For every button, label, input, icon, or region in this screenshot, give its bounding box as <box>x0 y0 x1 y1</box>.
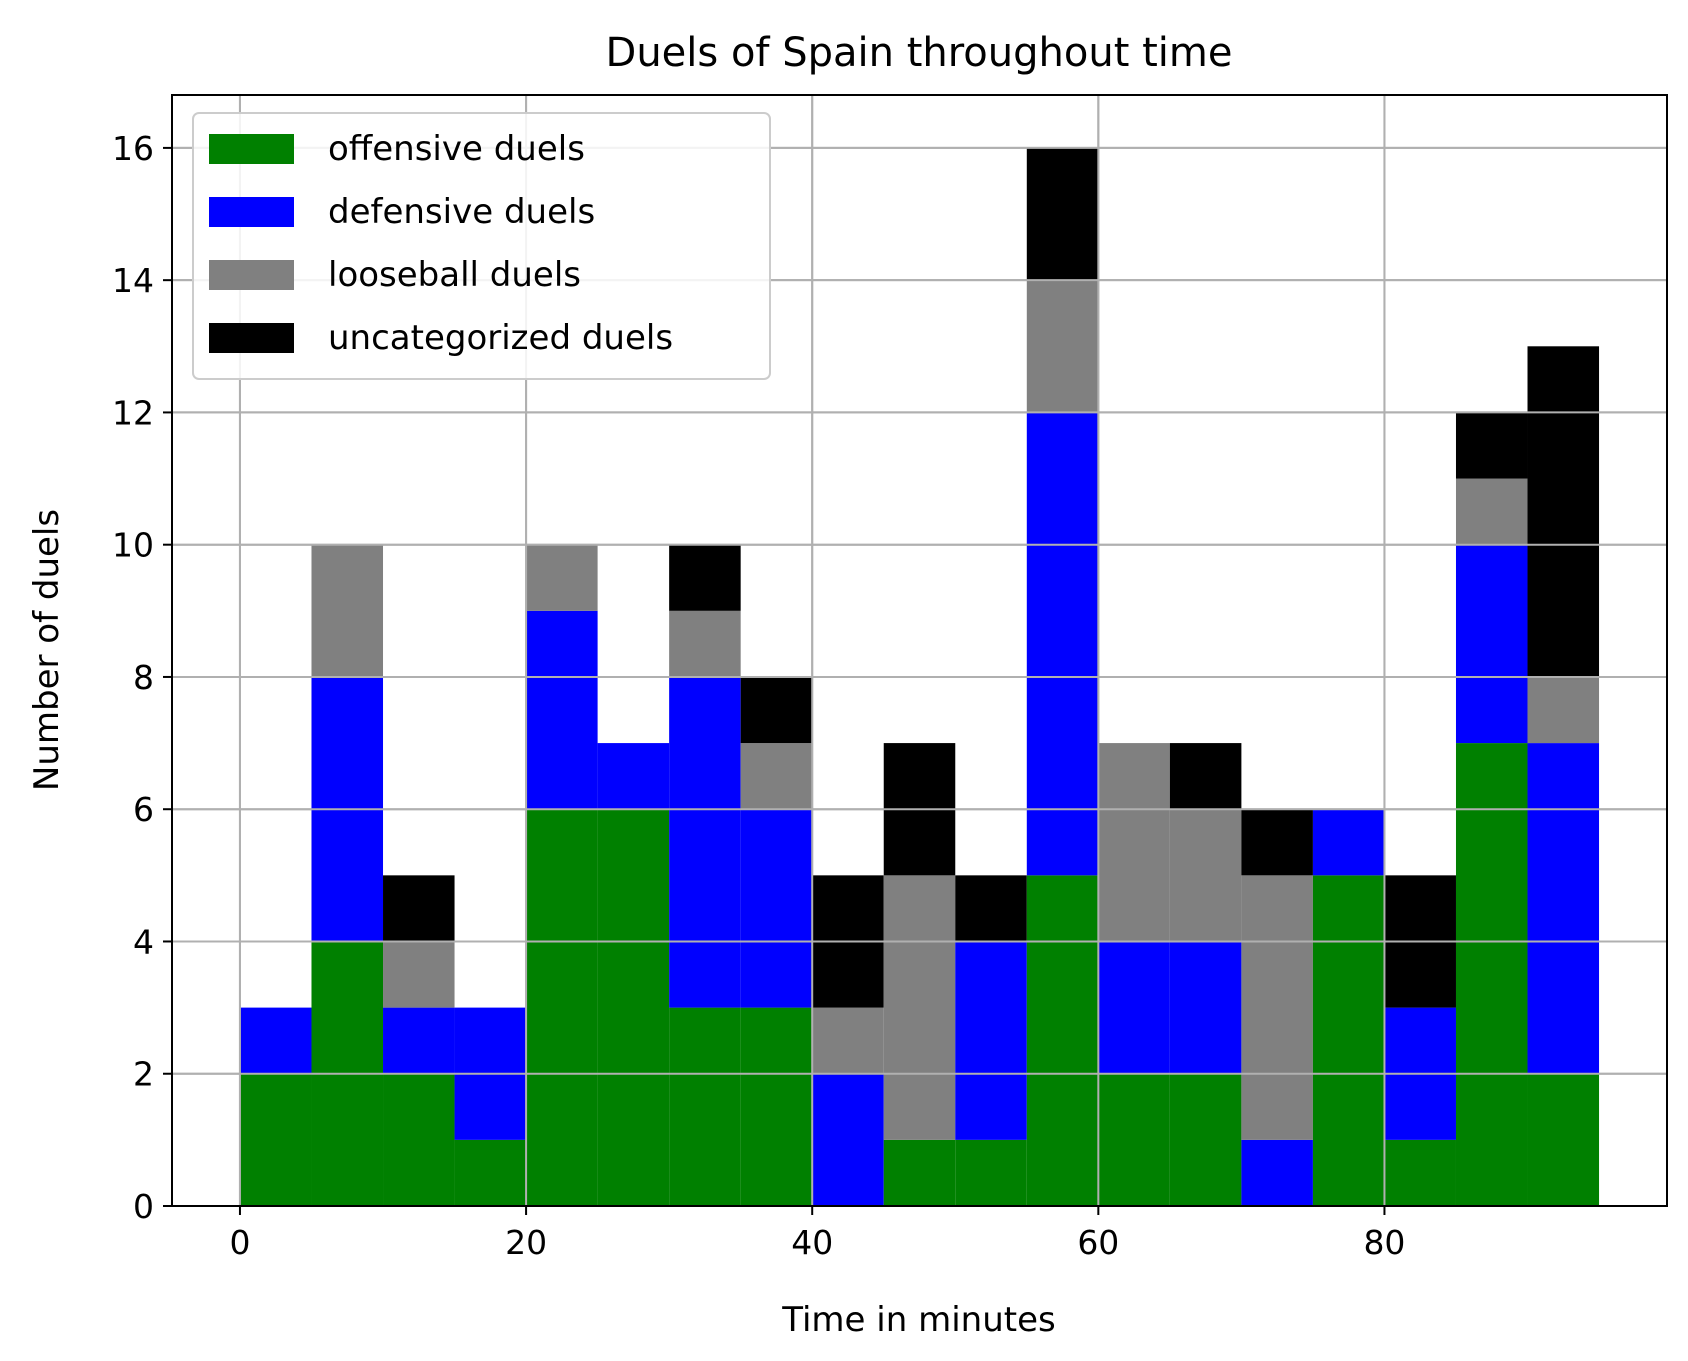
x-tick-label: 0 <box>229 1223 250 1262</box>
bar-segment <box>740 1007 813 1206</box>
bar-segment <box>1527 1073 1600 1206</box>
bar-segment <box>597 743 670 810</box>
legend-swatch <box>209 260 294 290</box>
bar-segment <box>883 875 956 1140</box>
bar-segment <box>526 610 598 810</box>
bar-segment <box>1455 412 1528 479</box>
bar-segment <box>1241 875 1313 1140</box>
bar-segment <box>1026 412 1099 876</box>
legend: offensive duels defensive duels looseball … <box>192 112 771 380</box>
bar-segment <box>1527 743 1600 1074</box>
plot-frame <box>171 94 1668 1207</box>
bar-segment <box>383 1073 455 1206</box>
axis-ticks: 0 20 40 60 80 0 2 4 6 8 10 12 14 16 <box>112 129 1405 1262</box>
bar-segment <box>1026 875 1099 1206</box>
y-tick-label: 8 <box>133 658 154 697</box>
bar-segment <box>669 676 741 1008</box>
x-axis-label: Time in minutes <box>781 1300 1055 1340</box>
bar-segment <box>1455 743 1528 1206</box>
legend-box <box>192 112 771 380</box>
bar-segment <box>1098 941 1170 1074</box>
bar-segment <box>526 809 598 1206</box>
bar-segment <box>955 875 1027 942</box>
bar-segment <box>1455 544 1528 744</box>
bar-segment <box>239 1007 312 1074</box>
x-tick-label: 40 <box>791 1223 833 1262</box>
bar-segment <box>669 610 741 677</box>
bar-segment <box>812 1007 884 1074</box>
bar-segment <box>669 544 741 611</box>
bar-segment <box>1455 478 1528 545</box>
bar-segment <box>1384 1139 1456 1206</box>
bar-segment <box>1169 743 1242 810</box>
bar-segment <box>1241 809 1313 876</box>
legend-label: looseball duels <box>328 255 581 295</box>
bar-segment <box>383 875 455 942</box>
legend-swatch <box>209 197 294 227</box>
bar-segment <box>597 809 670 1206</box>
y-tick-label: 14 <box>112 261 154 300</box>
bar-segment <box>812 1073 884 1206</box>
bar-segment <box>1312 809 1385 876</box>
bars <box>239 147 1600 1206</box>
bar-segment <box>239 1073 312 1206</box>
x-tick-label: 60 <box>1077 1223 1119 1262</box>
bar-segment <box>1169 809 1242 942</box>
bar-segment <box>1312 875 1385 1206</box>
bar-segment <box>311 544 384 677</box>
x-tick-label: 80 <box>1363 1223 1405 1262</box>
y-tick-label: 12 <box>112 393 154 432</box>
bar-segment <box>526 544 598 611</box>
y-tick-label: 16 <box>112 129 154 168</box>
x-tick-label: 20 <box>505 1223 547 1262</box>
y-tick-label: 2 <box>133 1055 154 1094</box>
bar-segment <box>955 941 1027 1140</box>
y-tick-label: 6 <box>133 790 154 829</box>
bar-segment <box>1026 147 1099 281</box>
y-tick-label: 10 <box>112 526 154 565</box>
bar-segment <box>1098 743 1170 942</box>
bar-segment <box>740 676 813 744</box>
y-tick-label: 4 <box>133 922 154 961</box>
bar-segment <box>1026 280 1099 413</box>
bar-segment <box>955 1139 1027 1206</box>
bar-segment <box>1098 1073 1170 1206</box>
y-tick-label: 0 <box>133 1187 154 1226</box>
bar-segment <box>1169 1073 1242 1206</box>
legend-label: uncategorized duels <box>328 318 673 358</box>
bar-segment <box>383 941 455 1008</box>
bar-segment <box>1241 1139 1313 1206</box>
legend-swatch <box>209 134 294 164</box>
bar-segment <box>669 1007 741 1206</box>
bar-segment <box>1169 941 1242 1074</box>
bar-segment <box>1527 676 1600 744</box>
chart-title: Duels of Spain throughout time <box>606 30 1233 76</box>
bar-segment <box>740 743 813 810</box>
bar-segment <box>740 809 813 1008</box>
bar-segment <box>1527 346 1600 677</box>
bar-segment <box>883 1139 956 1206</box>
legend-swatch <box>209 323 294 353</box>
legend-label: defensive duels <box>328 192 595 232</box>
y-axis-label: Number of duels <box>27 509 67 791</box>
legend-label: offensive duels <box>328 129 585 169</box>
bar-segment <box>383 1007 455 1074</box>
bar-segment <box>454 1139 527 1206</box>
